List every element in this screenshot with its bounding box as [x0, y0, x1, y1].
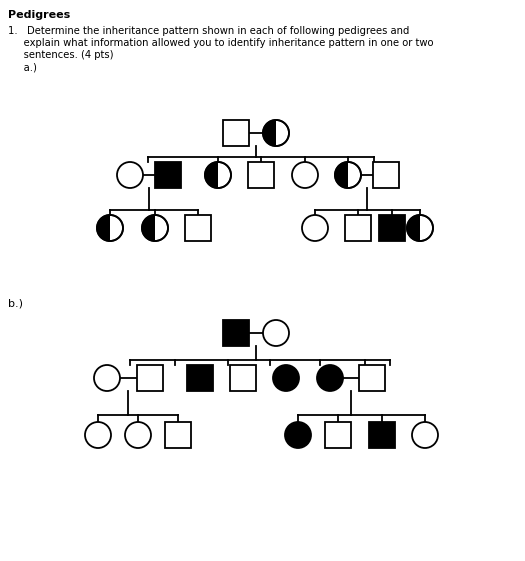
Bar [345, 215, 371, 241]
Circle shape [97, 215, 123, 241]
Text: Pedigrees: Pedigrees [8, 10, 70, 20]
Bar [165, 422, 191, 448]
Bar [248, 162, 274, 188]
Circle shape [263, 320, 289, 346]
Polygon shape [407, 215, 420, 241]
Polygon shape [97, 215, 110, 241]
Polygon shape [335, 162, 348, 188]
Circle shape [85, 422, 111, 448]
Bar [187, 365, 213, 391]
Bar [185, 215, 211, 241]
Circle shape [117, 162, 143, 188]
Circle shape [317, 365, 343, 391]
Text: b.): b.) [8, 298, 23, 308]
Circle shape [302, 215, 328, 241]
Circle shape [335, 162, 361, 188]
Bar [369, 422, 395, 448]
Bar [379, 215, 405, 241]
Polygon shape [263, 120, 276, 146]
Circle shape [125, 422, 151, 448]
Circle shape [205, 162, 231, 188]
Bar [155, 162, 181, 188]
Text: explain what information allowed you to identify inheritance pattern in one or t: explain what information allowed you to … [8, 38, 434, 48]
Bar [230, 365, 256, 391]
Circle shape [285, 422, 311, 448]
Polygon shape [142, 215, 155, 241]
Text: a.): a.) [8, 62, 37, 72]
Circle shape [412, 422, 438, 448]
Bar [223, 320, 249, 346]
Polygon shape [205, 162, 218, 188]
Text: sentences. (4 pts): sentences. (4 pts) [8, 50, 113, 60]
Circle shape [407, 215, 433, 241]
Bar [373, 162, 399, 188]
Bar [223, 120, 249, 146]
Circle shape [94, 365, 120, 391]
Bar [359, 365, 385, 391]
Circle shape [292, 162, 318, 188]
Bar [137, 365, 163, 391]
Text: 1.   Determine the inheritance pattern shown in each of following pedigrees and: 1. Determine the inheritance pattern sho… [8, 26, 410, 36]
Circle shape [263, 120, 289, 146]
Bar [325, 422, 351, 448]
Circle shape [142, 215, 168, 241]
Circle shape [273, 365, 299, 391]
